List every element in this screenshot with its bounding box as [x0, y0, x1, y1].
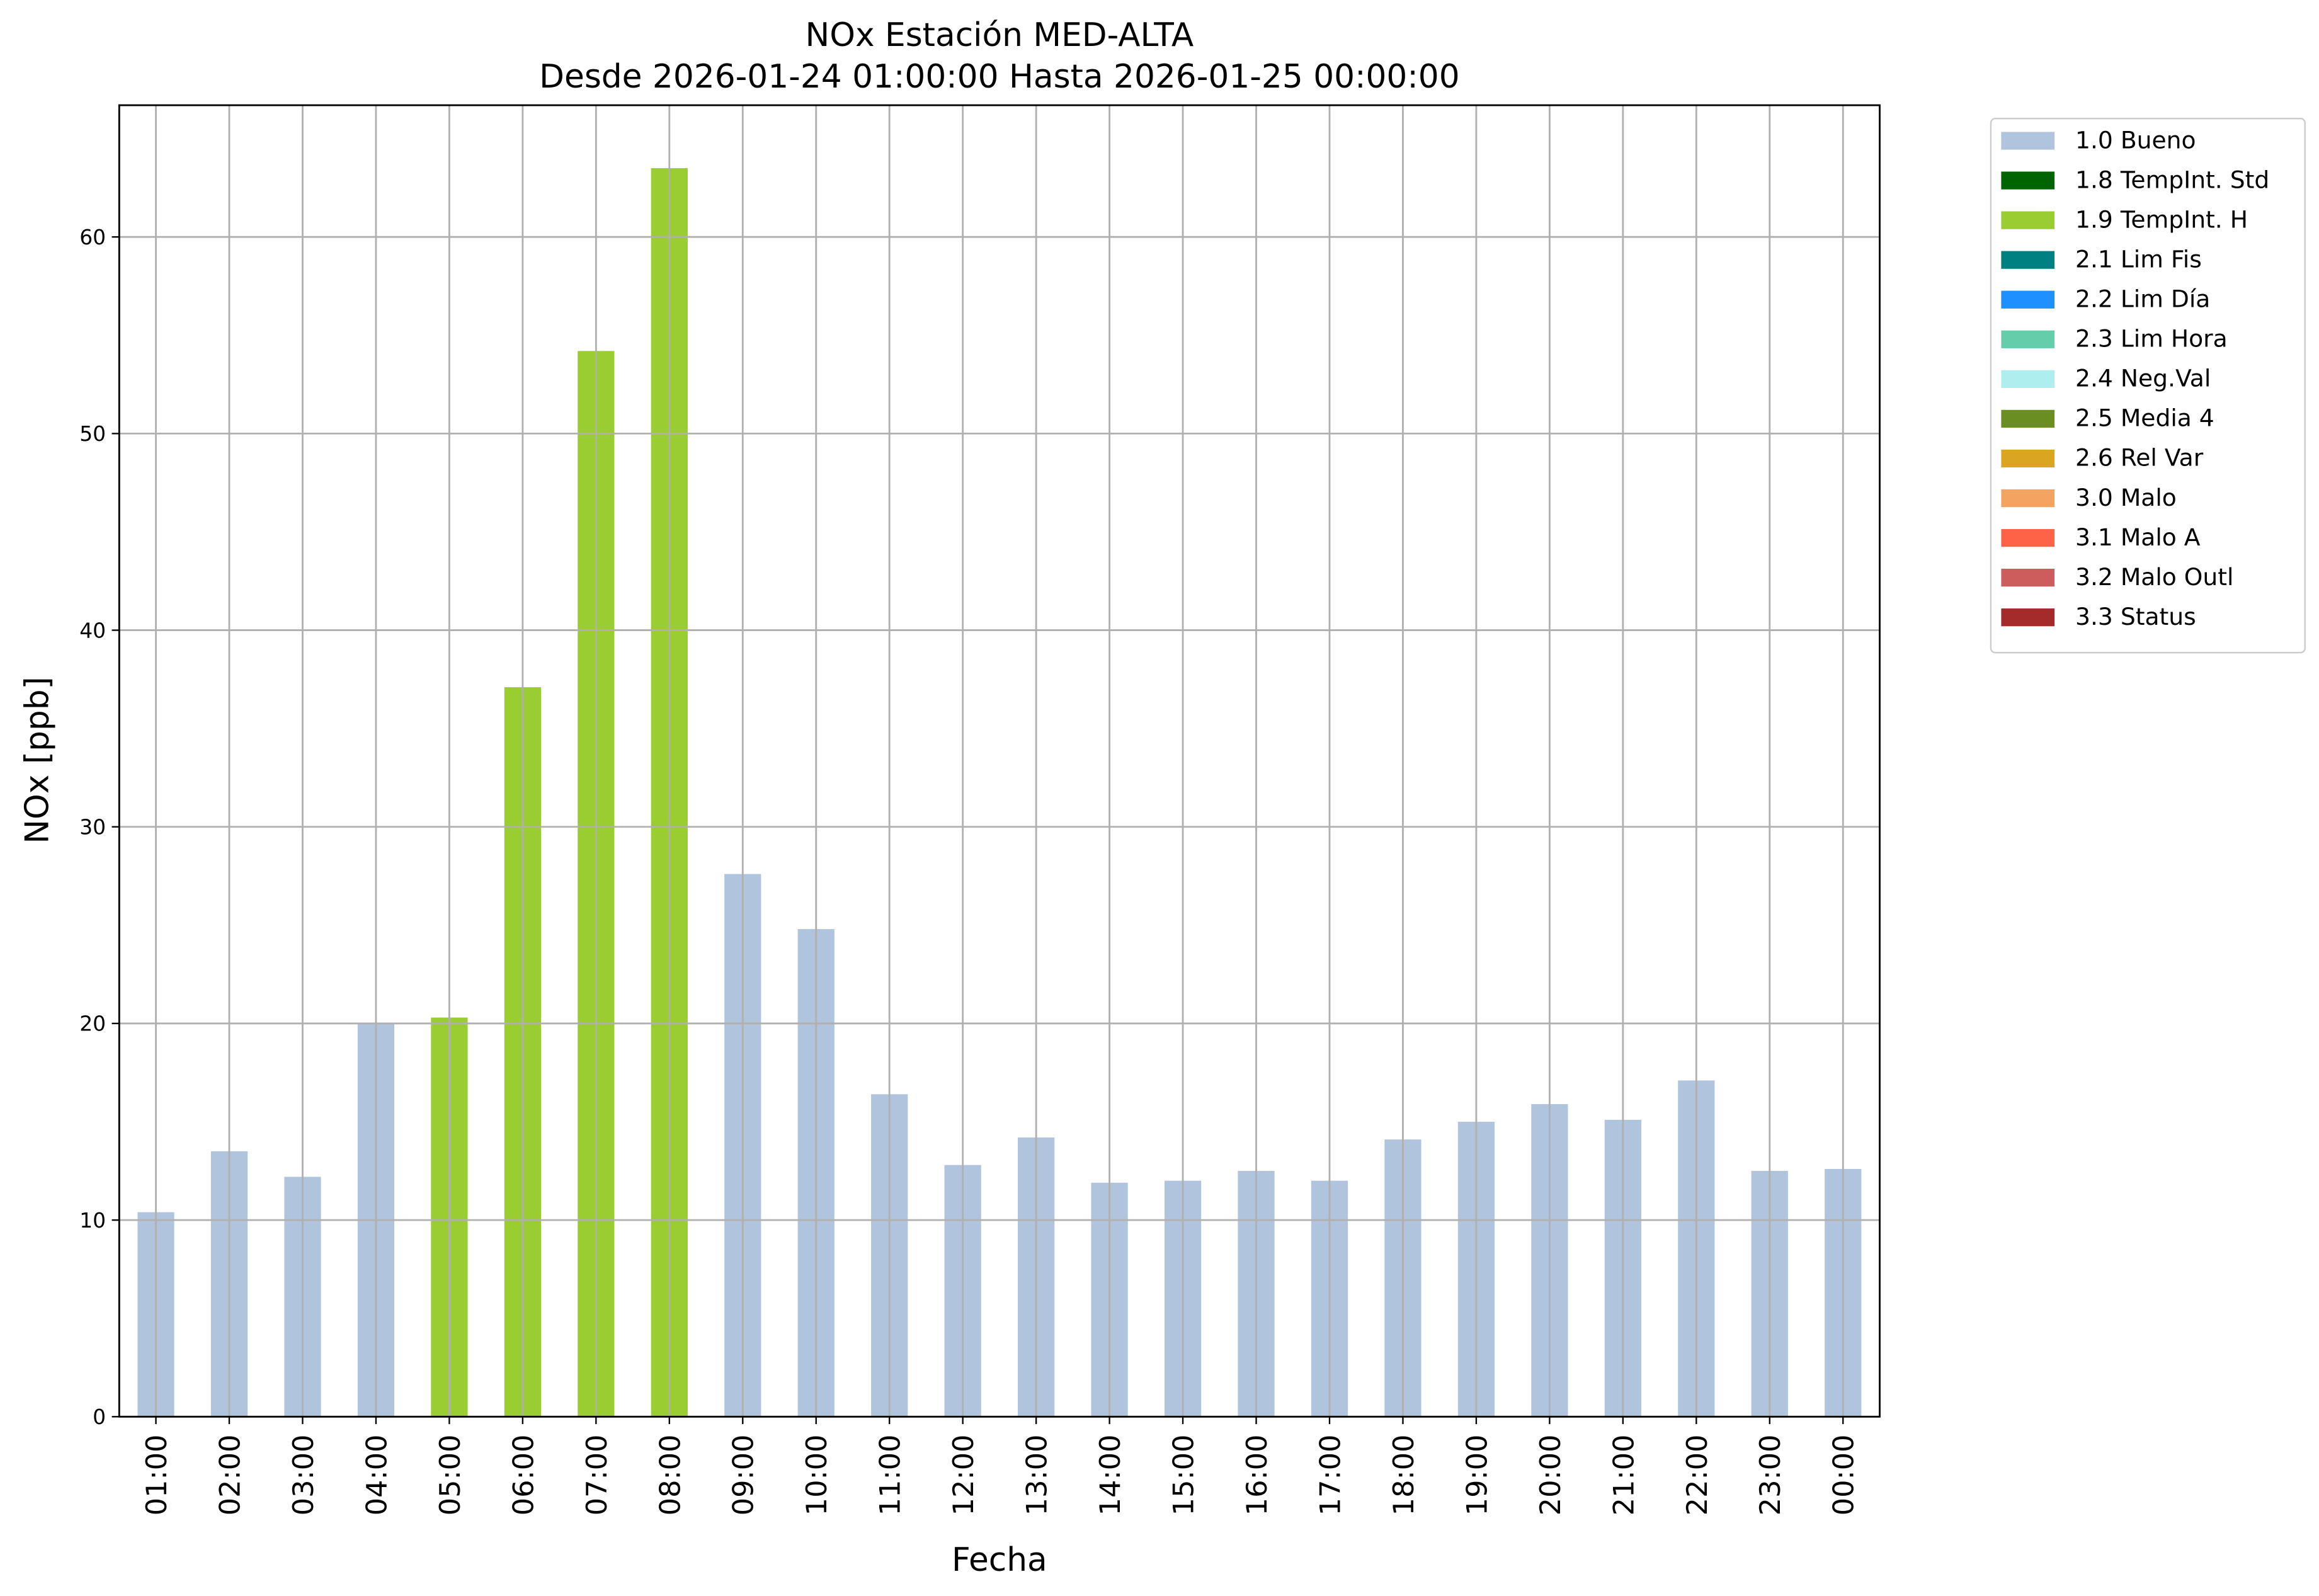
- y-tick-label: 10: [79, 1208, 106, 1233]
- legend-swatch: [2001, 489, 2055, 508]
- chart-title: NOx Estación MED-ALTA: [806, 16, 1194, 54]
- chart-subtitle: Desde 2026-01-24 01:00:00 Hasta 2026-01-…: [539, 58, 1460, 96]
- legend-label: 2.6 Rel Var: [2075, 444, 2204, 472]
- x-tick-label: 22:00: [1681, 1435, 1714, 1516]
- legend-label: 1.0 Bueno: [2075, 126, 2196, 154]
- y-tick-label: 60: [79, 225, 106, 249]
- x-tick-label: 03:00: [287, 1435, 320, 1516]
- x-tick-label: 14:00: [1094, 1435, 1127, 1516]
- x-tick-label: 09:00: [727, 1435, 760, 1516]
- x-tick-label: 20:00: [1534, 1435, 1567, 1516]
- legend-swatch: [2001, 132, 2055, 150]
- x-tick-label: 23:00: [1754, 1435, 1787, 1516]
- x-tick-label: 07:00: [581, 1435, 613, 1516]
- legend-label: 3.2 Malo Outl: [2075, 563, 2233, 591]
- legend-label: 2.5 Media 4: [2075, 404, 2214, 432]
- legend-swatch: [2001, 608, 2055, 627]
- legend-swatch: [2001, 330, 2055, 348]
- x-axis-label: Fecha: [952, 1541, 1047, 1579]
- y-tick-label: 0: [93, 1405, 106, 1429]
- x-tick-label: 13:00: [1021, 1435, 1054, 1516]
- y-tick-label: 30: [79, 815, 106, 840]
- legend-label: 1.9 TempInt. H: [2075, 205, 2248, 233]
- legend-label: 3.1 Malo A: [2075, 523, 2201, 551]
- x-tick-label: 21:00: [1607, 1435, 1640, 1516]
- x-tick-label: 01:00: [140, 1435, 173, 1516]
- y-tick-label: 20: [79, 1012, 106, 1036]
- legend-swatch: [2001, 409, 2055, 428]
- x-tick-label: 17:00: [1314, 1435, 1347, 1516]
- legend-swatch: [2001, 290, 2055, 309]
- legend-swatch: [2001, 171, 2055, 190]
- x-tick-label: 05:00: [434, 1435, 467, 1516]
- x-tick-label: 18:00: [1387, 1435, 1420, 1516]
- y-tick-label: 50: [79, 421, 106, 446]
- x-tick-label: 12:00: [947, 1435, 980, 1516]
- plot-area: 0 10 20 30 40 50 60 01:00 02:00 03:00 04:00 05:00 06…: [79, 104, 1881, 1516]
- legend: 1.0 Bueno 1.8 TempInt. Std 1.9 TempInt. H 2…: [1990, 118, 2306, 654]
- legend-label: 1.8 TempInt. Std: [2075, 166, 2269, 193]
- plot-frame: [118, 104, 1881, 1418]
- x-tick-label: 02:00: [214, 1435, 246, 1516]
- legend-swatch: [2001, 528, 2055, 547]
- y-axis-label: NOx [ppb]: [18, 676, 56, 843]
- legend-swatch: [2001, 211, 2055, 229]
- legend-label: 2.1 Lim Fis: [2075, 245, 2202, 273]
- legend-swatch: [2001, 449, 2055, 468]
- x-tick-label: 19:00: [1461, 1435, 1493, 1516]
- x-tick-label: 06:00: [507, 1435, 540, 1516]
- legend-label: 3.0 Malo: [2075, 484, 2177, 511]
- legend-swatch: [2001, 569, 2055, 587]
- legend-label: 2.2 Lim Día: [2075, 285, 2210, 313]
- legend-frame: [1990, 118, 2306, 654]
- x-tick-label: 08:00: [654, 1435, 687, 1516]
- legend-swatch: [2001, 370, 2055, 388]
- legend-label: 3.3 Status: [2075, 603, 2196, 630]
- x-tick-label: 10:00: [801, 1435, 833, 1516]
- legend-label: 2.3 Lim Hora: [2075, 325, 2228, 353]
- x-tick-label: 16:00: [1241, 1435, 1273, 1516]
- x-tick-label: 04:00: [360, 1435, 393, 1516]
- y-tick-label: 40: [79, 618, 106, 642]
- legend-swatch: [2001, 251, 2055, 269]
- x-tick-label: 00:00: [1828, 1435, 1860, 1516]
- legend-label: 2.4 Neg.Val: [2075, 365, 2211, 392]
- x-tick-label: 11:00: [874, 1435, 907, 1516]
- x-tick-label: 15:00: [1168, 1435, 1200, 1516]
